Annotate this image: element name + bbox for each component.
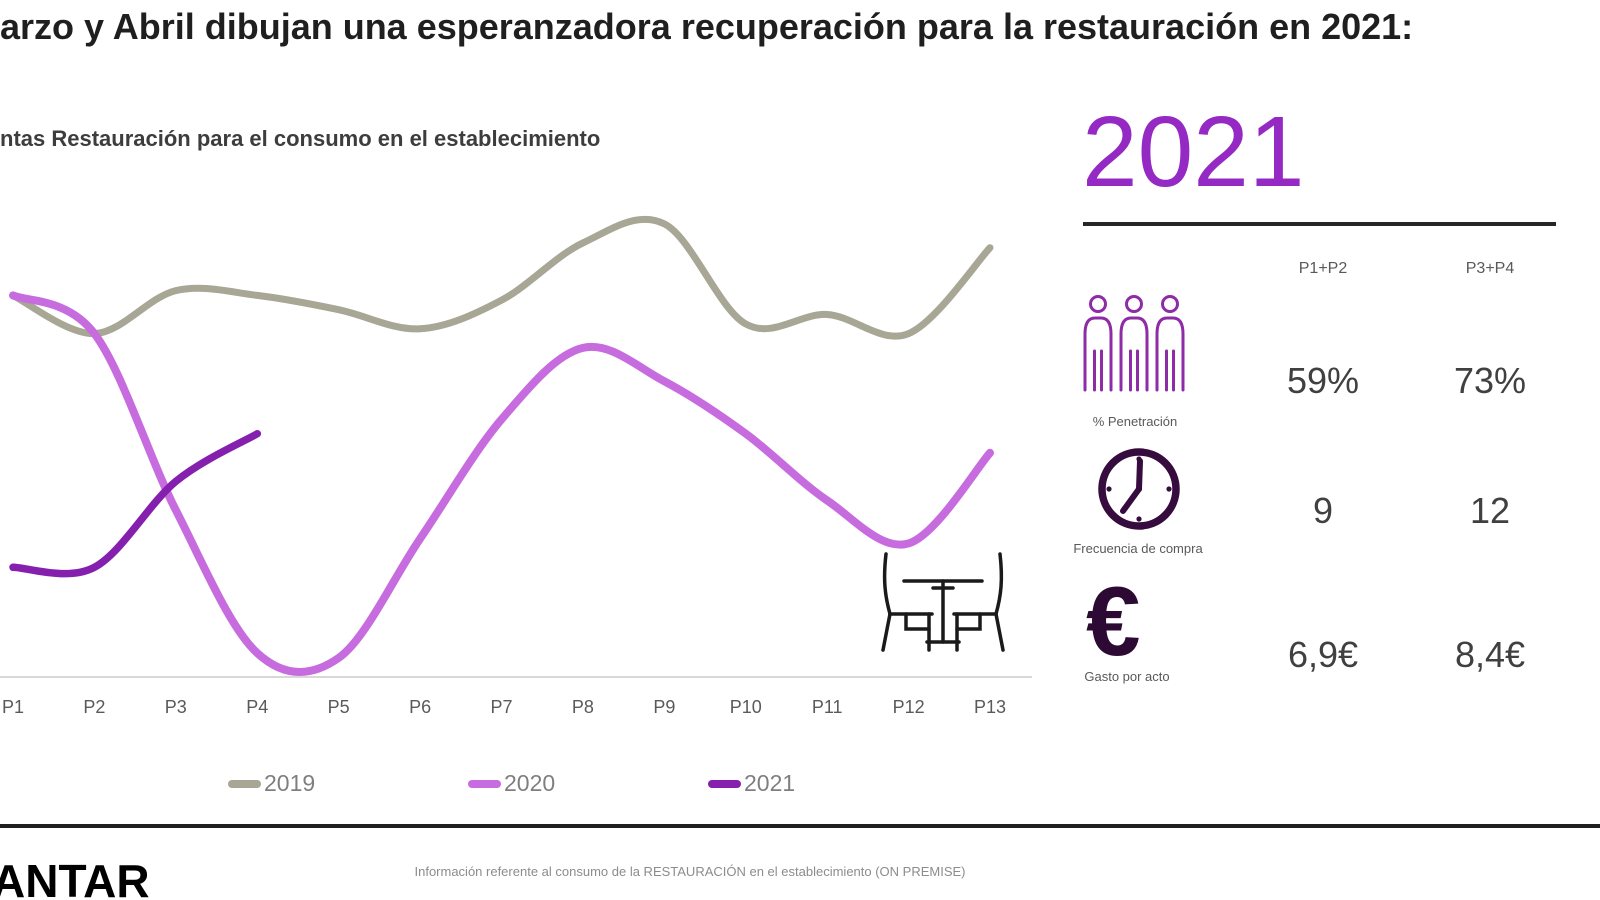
footer-divider xyxy=(0,824,1600,828)
kantar-logo: ANTAR xyxy=(0,855,150,900)
x-tick-p8: P8 xyxy=(572,697,594,717)
chart-legend: 2019 2020 2021 xyxy=(0,770,1040,810)
legend-item-2020: 2020 xyxy=(468,770,555,797)
stat-frecuencia-p3p4: 12 xyxy=(1469,490,1511,531)
x-tick-p6: P6 xyxy=(409,697,431,717)
panel-year: 2021 xyxy=(1082,96,1305,208)
legend-swatch-2020 xyxy=(468,779,501,788)
clock-icon xyxy=(1098,448,1180,530)
sales-line-chart: P1 P2 P3 P4 P5 P6 P7 P8 P9 P10 P11 P12 P13 xyxy=(0,215,1032,717)
page-title: arzo y Abril dibujan una esperanzadora r… xyxy=(0,6,1414,47)
legend-label-2020: 2020 xyxy=(504,770,556,796)
panel-divider xyxy=(1083,222,1556,226)
stat-penetracion-p1p2: 59% xyxy=(1286,360,1360,401)
x-tick-p10: P10 xyxy=(730,697,762,717)
people-icon xyxy=(1083,295,1185,392)
x-tick-p1: P1 xyxy=(2,697,24,717)
euro-icon: € xyxy=(1086,566,1141,676)
series-line-2019 xyxy=(9,215,994,340)
x-tick-p11: P11 xyxy=(812,697,843,717)
stat-gasto-p1p2: 6,9€ xyxy=(1287,634,1359,675)
x-tick-p7: P7 xyxy=(490,697,512,717)
row-label-gasto: Gasto por acto xyxy=(1084,669,1170,684)
x-tick-p13: P13 xyxy=(974,697,1006,717)
x-tick-p2: P2 xyxy=(83,697,105,717)
legend-item-2021: 2021 xyxy=(708,770,795,797)
legend-item-2019: 2019 xyxy=(228,770,315,797)
stat-penetracion-p3p4: 73% xyxy=(1453,360,1527,401)
x-tick-p9: P9 xyxy=(653,697,675,717)
legend-swatch-2019 xyxy=(228,779,261,788)
x-tick-p5: P5 xyxy=(328,697,350,717)
x-tick-p4: P4 xyxy=(246,697,268,717)
legend-label-2021: 2021 xyxy=(744,770,796,796)
chart-title: ntas Restauración para el consumo en el … xyxy=(0,126,601,151)
footer-note: Información referente al consumo de la R… xyxy=(414,864,966,879)
legend-swatch-2021 xyxy=(708,779,741,788)
column-header-p1p2: P1+P2 xyxy=(1298,260,1348,277)
table-and-chairs-icon xyxy=(881,552,1005,652)
series-line-2020 xyxy=(9,291,994,676)
stat-gasto-p3p4: 8,4€ xyxy=(1454,634,1526,675)
series-line-2021 xyxy=(9,429,262,578)
stat-frecuencia-p1p2: 9 xyxy=(1312,490,1334,531)
x-tick-p3: P3 xyxy=(165,697,187,717)
column-header-p3p4: P3+P4 xyxy=(1465,260,1515,277)
x-tick-p12: P12 xyxy=(893,697,925,717)
row-label-penetracion: % Penetración xyxy=(1092,414,1178,429)
row-label-frecuencia: Frecuencia de compra xyxy=(1073,541,1203,556)
legend-label-2019: 2019 xyxy=(264,770,316,796)
